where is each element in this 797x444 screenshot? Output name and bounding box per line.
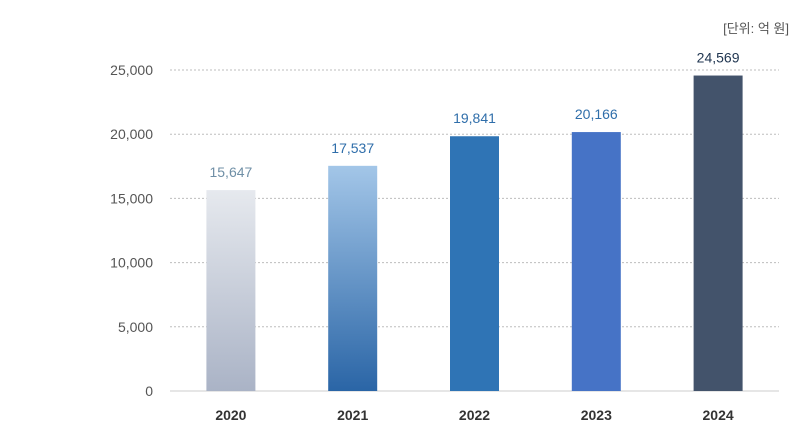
bar-2024 (693, 75, 743, 391)
data-label-2020: 15,647 (209, 164, 252, 180)
data-label-2022: 19,841 (453, 110, 496, 126)
data-label-2021: 17,537 (331, 140, 374, 156)
bar-2022 (450, 136, 499, 391)
x-tick-label-2022: 2022 (459, 407, 490, 423)
bar-2021 (328, 165, 378, 391)
y-tick-label: 5,000 (118, 319, 153, 335)
y-tick-label: 0 (145, 383, 153, 399)
x-tick-label-2020: 2020 (215, 407, 246, 423)
data-label-2024: 24,569 (697, 50, 740, 66)
x-tick-label-2024: 2024 (703, 407, 734, 423)
unit-label: [단위: 억 원] (723, 21, 789, 36)
y-tick-label: 15,000 (110, 190, 153, 206)
y-tick-label: 10,000 (110, 255, 153, 271)
data-label-2023: 20,166 (575, 106, 618, 122)
x-tick-label-2023: 2023 (581, 407, 612, 423)
bar-2023 (571, 132, 621, 392)
bar-2020 (206, 190, 256, 391)
y-tick-label: 20,000 (110, 126, 153, 142)
x-tick-label-2021: 2021 (337, 407, 368, 423)
y-tick-label: 25,000 (110, 62, 153, 78)
